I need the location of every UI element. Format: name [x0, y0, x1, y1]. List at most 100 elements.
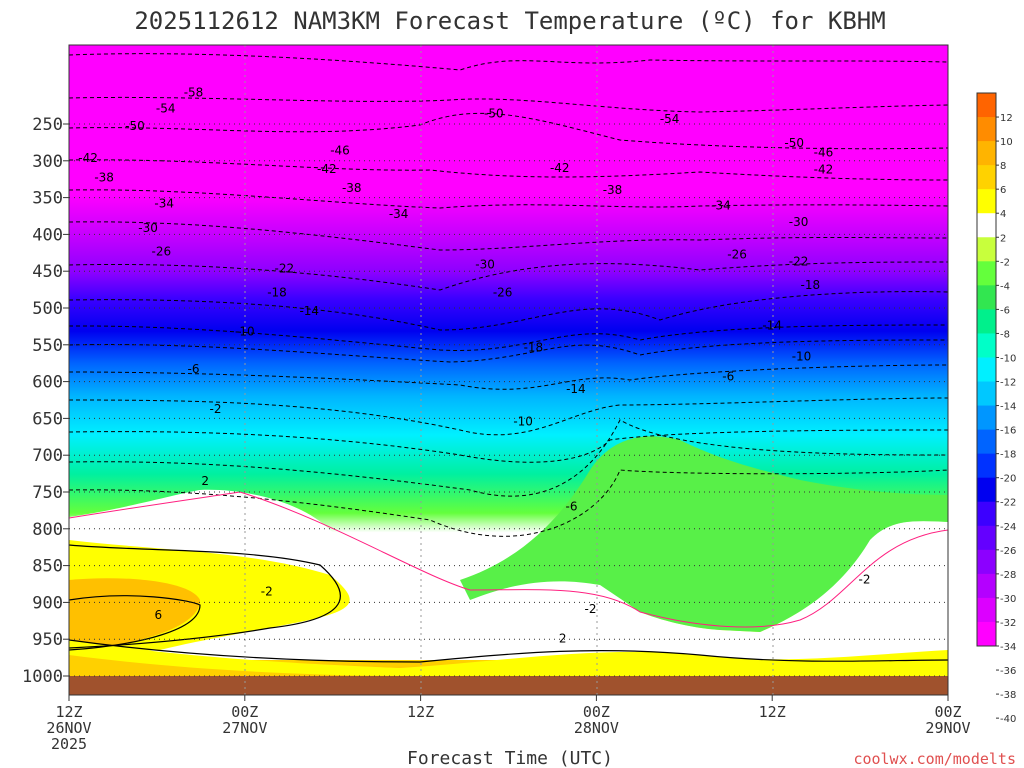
contour-label-group: -30	[475, 258, 495, 272]
colorbar-swatch	[977, 453, 996, 479]
contour-label-group: -14	[566, 382, 586, 396]
contour-label: -18	[524, 341, 544, 355]
contour-label-group: -6	[722, 369, 734, 383]
colorbar-swatch	[977, 93, 996, 118]
pressure-tick-label: 850	[32, 557, 63, 577]
time-tick-label: 12Z	[759, 703, 786, 721]
contour-label: -10	[792, 350, 812, 364]
colorbar-swatch	[977, 213, 996, 238]
colorbar-swatch	[977, 117, 996, 142]
contour-label-group: 2	[559, 631, 567, 645]
colorbar-swatch	[977, 165, 996, 190]
colorbar-swatch	[977, 333, 996, 358]
pressure-tick-label: 900	[32, 593, 63, 613]
time-tick-label: 00Z	[583, 703, 610, 721]
pressure-tick-label: 450	[32, 262, 63, 282]
contour-label: -30	[475, 258, 495, 272]
contour-label-group: -2	[859, 573, 871, 587]
contour-label: -34	[711, 199, 731, 213]
contour-label-group: -10	[513, 414, 533, 428]
colorbar-swatch	[977, 597, 996, 623]
contour-label-group: -42	[317, 162, 337, 176]
contour-label: -34	[389, 207, 409, 221]
contour-label: -46	[814, 146, 834, 160]
contour-label-group: -50	[125, 119, 145, 133]
contour-label-group: -54	[156, 102, 176, 116]
contour-label: 6	[155, 608, 163, 622]
pressure-tick-label: 800	[32, 520, 63, 540]
contour-label-group: -14	[762, 319, 782, 333]
contour-label-group: -54	[660, 112, 680, 126]
colorbar-label: 8	[1000, 161, 1006, 172]
contour-labels: -58 -54 -54 -50 -50 -50 -46 -46 -42 -42 -42 -42 -38 -…	[78, 85, 871, 645]
pressure-tick-label: 550	[32, 336, 63, 356]
contour-label: -14	[299, 304, 319, 318]
contour-label-group: -42	[814, 163, 834, 177]
contour-label: 2	[559, 631, 567, 645]
contour-label-group: -42	[78, 151, 98, 165]
colorbar-label: -8	[1000, 329, 1010, 340]
contour-label-group: -30	[138, 221, 158, 235]
time-tick-label: 26NOV	[46, 719, 91, 737]
credit-link[interactable]: coolwx.com/modelts	[853, 750, 1016, 768]
contour-label: -30	[138, 221, 158, 235]
time-tick-label: 2025	[51, 735, 87, 753]
x-gridlines	[244, 45, 774, 695]
contour-label: -26	[151, 244, 171, 258]
contour-label: -14	[566, 382, 586, 396]
colorbar-label: 2	[1000, 233, 1006, 244]
contour-lines	[69, 53, 948, 663]
contour-label-group: -22	[789, 255, 809, 269]
colorbar-label: -12	[1000, 378, 1016, 389]
contour-label: -34	[154, 196, 174, 210]
colorbar-swatch	[977, 621, 996, 647]
colorbar-label: 4	[1000, 209, 1006, 220]
contour-label: -58	[184, 85, 204, 99]
pressure-tick-label: 300	[32, 152, 63, 172]
colorbar-label: -36	[1000, 666, 1016, 677]
contour-label: -2	[210, 402, 222, 416]
colorbar-label: 6	[1000, 185, 1006, 196]
time-tick-label: 12Z	[407, 703, 434, 721]
colorbar-swatch	[977, 237, 996, 262]
contour-label-group: -38	[94, 171, 114, 185]
pressure-axis: 250 300 350 400 450 500 550 600 650 700 750 800 850 9…	[22, 115, 69, 687]
contour-label: -6	[188, 362, 200, 376]
contour-label: -2	[261, 584, 273, 598]
contour-label-group: -30	[789, 215, 809, 229]
pressure-tick-label: 250	[32, 115, 63, 135]
contour-label-group: -22	[275, 261, 295, 275]
contour-label: -18	[800, 278, 820, 292]
plot-fill	[69, 45, 948, 695]
contour-label-group: -14	[299, 304, 319, 318]
contour-label-group: -6	[566, 500, 578, 514]
pressure-tick-label: 500	[32, 299, 63, 319]
contour-label: -22	[275, 261, 295, 275]
colorbar-label: -14	[1000, 402, 1016, 413]
colorbar-swatch	[977, 429, 996, 455]
contour-label-group: -26	[727, 247, 747, 261]
pressure-tick-label: 750	[32, 483, 63, 503]
contour-label-group: -50	[784, 136, 804, 150]
time-tick-label: 00Z	[231, 703, 258, 721]
contour-label: -26	[493, 286, 513, 300]
time-tick-label: 12Z	[55, 703, 82, 721]
pressure-tick-label: 1000	[22, 667, 63, 687]
contour-label: -42	[317, 162, 337, 176]
contour-label-group: -50	[484, 107, 504, 121]
contour-label: -50	[125, 119, 145, 133]
colorbar-swatch	[977, 141, 996, 166]
colorbar-swatch	[977, 549, 996, 575]
contour-label: -10	[513, 414, 533, 428]
colorbar-label: -26	[1000, 546, 1016, 557]
contour-label: -42	[550, 161, 570, 175]
colorbar-label: -38	[1000, 690, 1016, 701]
contour-label: -50	[784, 136, 804, 150]
contour-label: -42	[814, 163, 834, 177]
chart-title: 2025112612 NAM3KM Forecast Temperature (…	[134, 7, 885, 35]
colorbar-label: -2	[1000, 257, 1010, 268]
time-tick-label: 27NOV	[222, 719, 267, 737]
colorbar-label: -40	[1000, 714, 1016, 725]
pressure-tick-label: 650	[32, 409, 63, 429]
